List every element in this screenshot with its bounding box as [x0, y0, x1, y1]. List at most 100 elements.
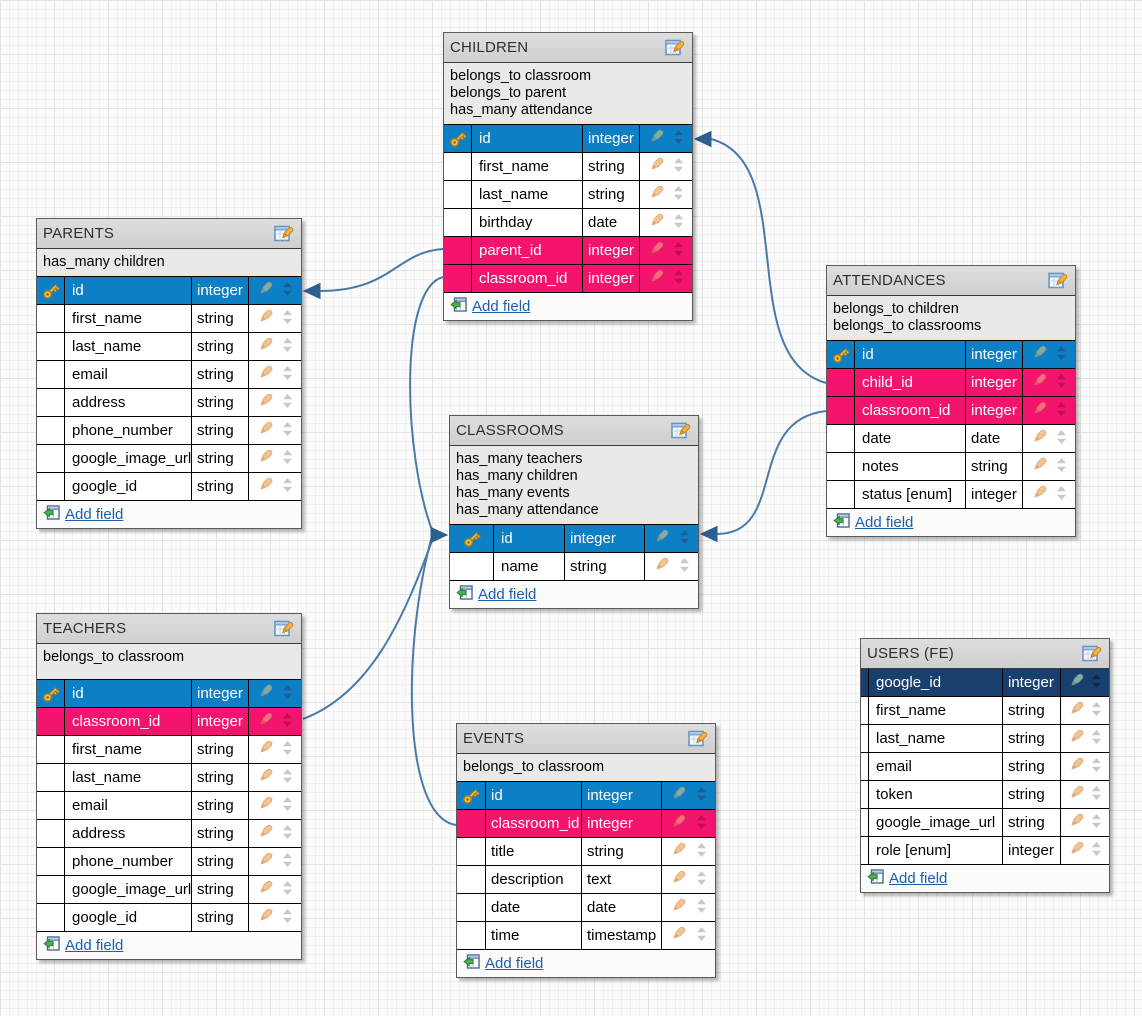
field-row[interactable]: google_image_url string [37, 876, 301, 904]
field-row[interactable]: parent_id integer [444, 237, 692, 265]
edit-field-icon[interactable] [257, 711, 274, 732]
field-row[interactable]: classroom_id integer [37, 708, 301, 736]
field-row[interactable]: last_name string [37, 333, 301, 361]
field-row[interactable]: description text [457, 866, 715, 894]
field-row[interactable]: id integer [457, 782, 715, 810]
sort-field-icon[interactable] [696, 786, 707, 806]
edit-field-icon[interactable] [1031, 372, 1048, 393]
field-row[interactable]: first_name string [444, 153, 692, 181]
field-row[interactable]: classroom_id integer [457, 810, 715, 838]
sort-field-icon[interactable] [1056, 429, 1067, 449]
edit-field-icon[interactable] [670, 785, 687, 806]
table-header[interactable]: EVENTS [457, 724, 715, 754]
sort-field-icon[interactable] [282, 712, 293, 732]
field-row[interactable]: email string [37, 792, 301, 820]
sort-field-icon[interactable] [696, 814, 707, 834]
edit-field-icon[interactable] [1031, 344, 1048, 365]
relation-children-classrooms[interactable] [409, 276, 444, 531]
field-row[interactable]: role [enum] integer [861, 837, 1109, 865]
edit-table-icon[interactable] [688, 730, 709, 748]
table-header[interactable]: ATTENDANCES [827, 266, 1075, 296]
table-header[interactable]: PARENTS [37, 219, 301, 249]
field-row[interactable]: address string [37, 820, 301, 848]
edit-field-icon[interactable] [1068, 812, 1085, 833]
edit-field-icon[interactable] [648, 240, 665, 261]
field-row[interactable]: id integer [444, 125, 692, 153]
table-header[interactable]: CHILDREN [444, 33, 692, 63]
field-row[interactable]: id integer [37, 277, 301, 305]
sort-field-icon[interactable] [282, 684, 293, 704]
sort-field-icon[interactable] [1056, 457, 1067, 477]
edit-field-icon[interactable] [257, 280, 274, 301]
edit-field-icon[interactable] [1068, 728, 1085, 749]
sort-field-icon[interactable] [1091, 729, 1102, 749]
add-field-icon[interactable] [463, 953, 480, 974]
sort-field-icon[interactable] [282, 908, 293, 928]
relation-teachers-classrooms[interactable] [302, 537, 434, 720]
edit-field-icon[interactable] [257, 336, 274, 357]
field-row[interactable]: child_id integer [827, 369, 1075, 397]
sort-field-icon[interactable] [679, 557, 690, 577]
add-field-icon[interactable] [43, 935, 60, 956]
edit-field-icon[interactable] [257, 739, 274, 760]
sort-field-icon[interactable] [696, 898, 707, 918]
edit-field-icon[interactable] [648, 268, 665, 289]
sort-field-icon[interactable] [1056, 401, 1067, 421]
edit-field-icon[interactable] [1068, 700, 1085, 721]
relation-arrowhead-classrooms-icon[interactable] [430, 526, 449, 544]
sort-field-icon[interactable] [282, 365, 293, 385]
edit-field-icon[interactable] [257, 420, 274, 441]
sort-field-icon[interactable] [1091, 841, 1102, 861]
edit-field-icon[interactable] [257, 392, 274, 413]
sort-field-icon[interactable] [673, 269, 684, 289]
edit-table-icon[interactable] [1082, 645, 1103, 663]
edit-field-icon[interactable] [653, 528, 670, 549]
sort-field-icon[interactable] [696, 842, 707, 862]
field-row[interactable]: last_name string [37, 764, 301, 792]
edit-table-icon[interactable] [1048, 272, 1069, 290]
add-field-icon[interactable] [833, 512, 850, 533]
edit-field-icon[interactable] [1068, 756, 1085, 777]
sort-field-icon[interactable] [282, 477, 293, 497]
field-row[interactable]: status [enum] integer [827, 481, 1075, 509]
sort-field-icon[interactable] [673, 185, 684, 205]
edit-field-icon[interactable] [648, 184, 665, 205]
sort-field-icon[interactable] [673, 129, 684, 149]
field-row[interactable]: address string [37, 389, 301, 417]
field-row[interactable]: token string [861, 781, 1109, 809]
table-header[interactable]: TEACHERS [37, 614, 301, 644]
add-field-link[interactable]: Add field [485, 955, 544, 972]
field-row[interactable]: date date [827, 425, 1075, 453]
field-row[interactable]: last_name string [861, 725, 1109, 753]
field-row[interactable]: first_name string [861, 697, 1109, 725]
edit-field-icon[interactable] [257, 683, 274, 704]
field-row[interactable]: last_name string [444, 181, 692, 209]
field-row[interactable]: notes string [827, 453, 1075, 481]
sort-field-icon[interactable] [282, 796, 293, 816]
field-row[interactable]: phone_number string [37, 417, 301, 445]
edit-field-icon[interactable] [257, 795, 274, 816]
edit-field-icon[interactable] [670, 869, 687, 890]
edit-field-icon[interactable] [1068, 840, 1085, 861]
sort-field-icon[interactable] [1056, 345, 1067, 365]
field-row[interactable]: email string [37, 361, 301, 389]
field-row[interactable]: google_id string [37, 473, 301, 501]
field-row[interactable]: birthday date [444, 209, 692, 237]
edit-field-icon[interactable] [257, 364, 274, 385]
sort-field-icon[interactable] [1056, 485, 1067, 505]
sort-field-icon[interactable] [282, 337, 293, 357]
add-field-icon[interactable] [456, 584, 473, 605]
sort-field-icon[interactable] [673, 241, 684, 261]
sort-field-icon[interactable] [282, 824, 293, 844]
sort-field-icon[interactable] [282, 768, 293, 788]
sort-field-icon[interactable] [282, 421, 293, 441]
sort-field-icon[interactable] [673, 213, 684, 233]
add-field-link[interactable]: Add field [478, 586, 537, 603]
field-row[interactable]: time timestamp [457, 922, 715, 950]
edit-field-icon[interactable] [670, 841, 687, 862]
edit-field-icon[interactable] [257, 476, 274, 497]
edit-field-icon[interactable] [257, 767, 274, 788]
relation-attendances-classrooms[interactable] [699, 410, 827, 543]
field-row[interactable]: classroom_id integer [444, 265, 692, 293]
sort-field-icon[interactable] [1056, 373, 1067, 393]
